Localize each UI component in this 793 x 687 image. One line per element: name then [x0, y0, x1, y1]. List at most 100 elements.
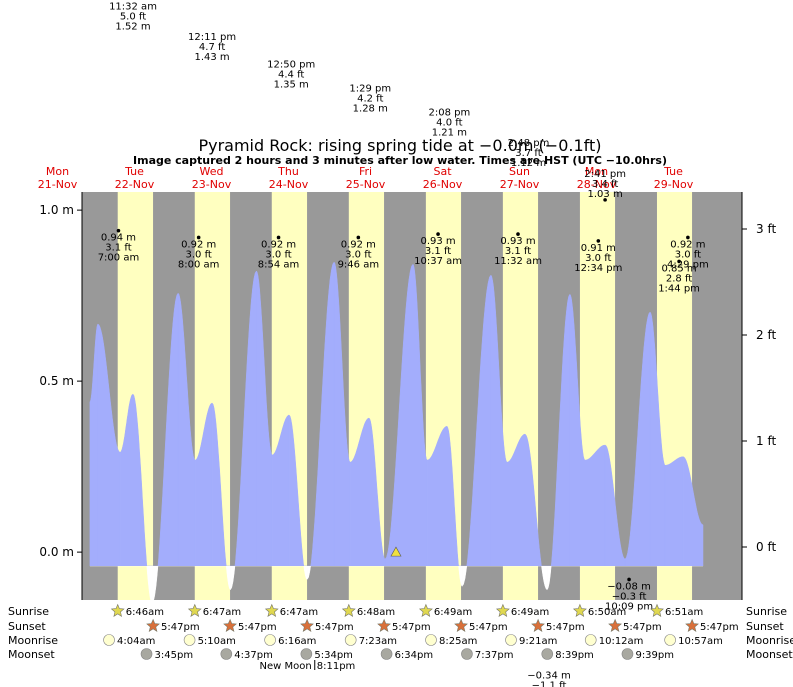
tide-label: 12:11 pm	[188, 32, 236, 43]
tide-label: 3.0 ft	[675, 249, 701, 260]
tide-label: 4:29 pm	[667, 259, 709, 270]
moonrise-icon	[425, 634, 437, 646]
sunrise-icon	[418, 603, 433, 617]
tide-label: 3.0 ft	[185, 249, 211, 260]
high-tide-dot	[356, 235, 361, 240]
tide-segment	[624, 311, 651, 566]
day-name: Thu	[277, 165, 299, 178]
day-date: 26-Nov	[423, 178, 463, 191]
moonset-icon	[140, 648, 153, 660]
tide-label: 3.1 ft	[425, 246, 451, 257]
row-time: 7:23am	[359, 636, 397, 647]
day-name: Mon	[585, 165, 608, 178]
high-tide-dot	[276, 235, 281, 240]
row-time: 6:49am	[511, 607, 549, 618]
tide-area	[89, 261, 704, 566]
tide-segment	[412, 263, 428, 566]
day-name: Tue	[124, 165, 144, 178]
tide-label: 3.4 ft	[592, 179, 618, 190]
day-name: Wed	[200, 165, 224, 178]
tide-label: 1.52 m	[115, 21, 150, 32]
moonrise-icon	[664, 634, 676, 646]
moonrise-icon	[183, 634, 196, 646]
row-label-right: Sunrise	[746, 605, 787, 618]
tide-segment	[682, 456, 704, 566]
high-tide-dot	[603, 198, 607, 202]
day-date: 25-Nov	[346, 178, 386, 191]
tide-segment-below	[230, 566, 257, 591]
moonset-icon	[461, 648, 473, 660]
tide-label: 5.0 ft	[120, 11, 146, 22]
tide-label: 11:32 am	[494, 256, 542, 267]
moon-phase-time: 8:11pm	[317, 661, 356, 672]
sunrise-icon	[572, 603, 587, 617]
tide-segment	[461, 274, 492, 566]
tide-label: 3.7 ft	[515, 148, 541, 159]
tide-segment	[649, 311, 666, 566]
tide-label: 10:37 am	[414, 256, 462, 267]
tide-segment	[604, 444, 626, 566]
sunrise-icon	[341, 603, 356, 617]
tide-label: −0.3 ft	[612, 591, 647, 602]
tide-label: 0.92 m	[670, 239, 705, 250]
tide-label: 1.12 m	[511, 158, 546, 169]
tide-label: 3.1 ft	[505, 246, 531, 257]
moonset-icon	[300, 648, 313, 660]
high-tide-dot	[196, 235, 201, 240]
row-time: 6:34pm	[395, 650, 434, 661]
y2-tick-label: 1 ft	[756, 434, 776, 448]
sunrise-icon	[187, 603, 202, 617]
row-label-right: Moonset	[746, 648, 793, 661]
tide-segment-below	[132, 566, 153, 600]
tide-label: 2:08 pm	[428, 107, 470, 118]
moon-phase-label: New Moon	[260, 661, 312, 672]
tide-segment	[664, 456, 684, 566]
tide-segment	[368, 417, 386, 566]
tide-label: 1:44 pm	[658, 283, 700, 294]
moonset-icon	[220, 648, 233, 660]
day-date: 28-Nov	[577, 178, 617, 191]
row-time: 6:16am	[278, 636, 316, 647]
sunset-icon	[300, 618, 314, 632]
moonrise-icon	[505, 634, 517, 646]
tide-label: 0.92 m	[261, 239, 296, 250]
row-time: 5:34pm	[314, 650, 353, 661]
tide-label: 4.2 ft	[357, 93, 383, 104]
day-date: 22-Nov	[115, 178, 155, 191]
tide-label: −0.08 m	[607, 581, 651, 592]
tide-label: 4.7 ft	[199, 42, 225, 53]
row-time: 6:50am	[588, 607, 626, 618]
tide-label: 1.35 m	[274, 79, 309, 90]
tide-label: 4.4 ft	[278, 69, 304, 80]
tide-segment	[446, 425, 463, 566]
y2-tick-label: 3 ft	[756, 222, 776, 236]
tide-segment	[230, 270, 257, 566]
sunrise-icon	[264, 603, 279, 617]
row-time: 4:04am	[117, 636, 155, 647]
row-time: 6:49am	[434, 607, 472, 618]
tide-area-below	[89, 566, 704, 600]
row-time: 7:37pm	[475, 650, 514, 661]
tide-label: −1.1 ft	[532, 680, 567, 687]
moonrise-icon	[344, 634, 357, 646]
day-name: Mon	[46, 165, 69, 178]
high-tide-dot	[516, 232, 520, 236]
sunset-icon	[377, 618, 391, 632]
tide-segment-below	[151, 566, 179, 600]
tide-label: 1.43 m	[194, 52, 229, 63]
row-time: 5:10am	[198, 636, 236, 647]
row-time: 6:47am	[203, 607, 241, 618]
tide-label: 8:00 am	[178, 259, 220, 270]
chart-subtitle: Image captured 2 hours and 3 minutes aft…	[133, 154, 667, 167]
now-marker	[390, 546, 402, 557]
row-time: 5:47pm	[315, 622, 354, 633]
row-time: 6:46am	[126, 607, 164, 618]
row-time: 8:25am	[439, 636, 477, 647]
tide-label: 1:29 pm	[349, 83, 391, 94]
row-label: Sunrise	[8, 605, 49, 618]
row-time: 4:37pm	[234, 650, 273, 661]
row-time: 9:21am	[519, 636, 557, 647]
tide-label: 1.28 m	[353, 103, 388, 114]
row-time: 9:39pm	[635, 650, 674, 661]
tide-label: 9:46 am	[338, 259, 380, 270]
